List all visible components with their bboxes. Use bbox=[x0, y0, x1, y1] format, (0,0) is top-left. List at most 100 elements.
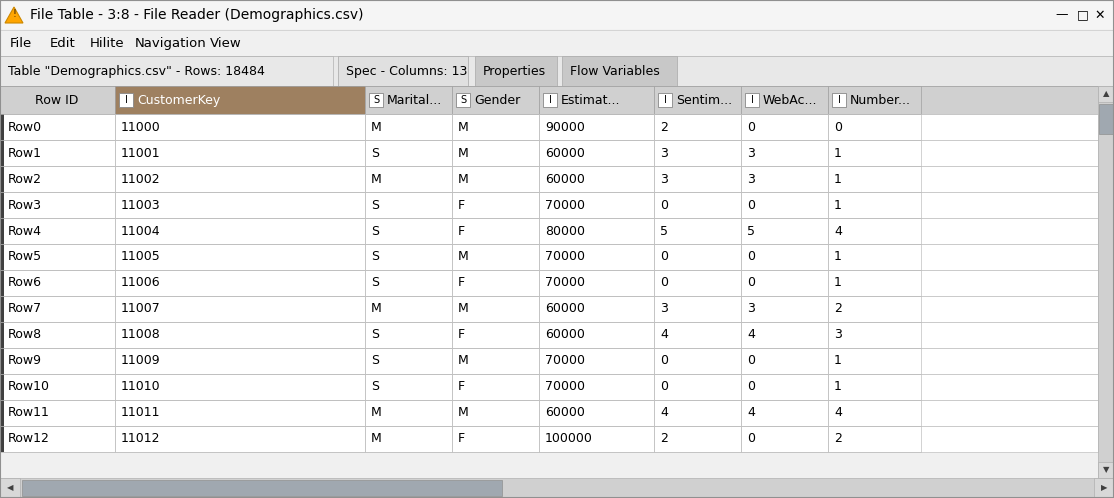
Bar bbox=[115, 140, 365, 166]
Text: 4: 4 bbox=[747, 406, 755, 419]
Text: 1: 1 bbox=[834, 146, 842, 159]
Text: 60000: 60000 bbox=[545, 302, 585, 316]
Text: —: — bbox=[1056, 8, 1068, 21]
Bar bbox=[115, 192, 365, 218]
Bar bbox=[741, 400, 828, 426]
Bar bbox=[1098, 86, 1114, 102]
Text: 0: 0 bbox=[747, 199, 755, 212]
Bar bbox=[452, 270, 539, 296]
Text: 3: 3 bbox=[659, 172, 668, 185]
Bar bbox=[115, 86, 365, 114]
Bar bbox=[539, 400, 654, 426]
Bar bbox=[539, 270, 654, 296]
Text: 3: 3 bbox=[747, 302, 755, 316]
Text: Row7: Row7 bbox=[8, 302, 42, 316]
Text: 11012: 11012 bbox=[121, 432, 160, 446]
Bar bbox=[0, 374, 4, 400]
Bar bbox=[0, 348, 4, 374]
Text: 3: 3 bbox=[747, 172, 755, 185]
Text: M: M bbox=[371, 406, 382, 419]
Text: 4: 4 bbox=[659, 329, 668, 342]
Bar bbox=[0, 270, 1098, 296]
Text: CustomerKey: CustomerKey bbox=[137, 94, 221, 107]
Bar bbox=[0, 140, 1098, 166]
Bar bbox=[115, 374, 365, 400]
Text: I: I bbox=[664, 95, 666, 105]
Bar bbox=[828, 426, 921, 452]
Text: 0: 0 bbox=[747, 276, 755, 289]
Text: M: M bbox=[371, 172, 382, 185]
Bar bbox=[741, 244, 828, 270]
Bar bbox=[0, 270, 115, 296]
Bar bbox=[828, 322, 921, 348]
Text: M: M bbox=[458, 121, 469, 133]
Text: 2: 2 bbox=[659, 121, 668, 133]
Text: S: S bbox=[460, 95, 466, 105]
Bar bbox=[452, 244, 539, 270]
Bar bbox=[828, 400, 921, 426]
Text: M: M bbox=[371, 121, 382, 133]
Bar bbox=[115, 166, 365, 192]
Bar bbox=[0, 0, 1114, 30]
Text: 11010: 11010 bbox=[121, 380, 160, 393]
Bar bbox=[0, 322, 4, 348]
Text: M: M bbox=[371, 302, 382, 316]
Bar bbox=[741, 140, 828, 166]
Bar bbox=[0, 218, 1098, 244]
Text: 0: 0 bbox=[659, 355, 668, 368]
Bar bbox=[654, 374, 741, 400]
Text: 90000: 90000 bbox=[545, 121, 585, 133]
Bar bbox=[475, 56, 557, 86]
Bar bbox=[741, 322, 828, 348]
Bar bbox=[0, 56, 1114, 86]
Bar bbox=[1098, 86, 1114, 478]
Text: Row12: Row12 bbox=[8, 432, 50, 446]
Bar bbox=[0, 348, 1098, 374]
Text: S: S bbox=[371, 276, 379, 289]
Bar bbox=[115, 270, 365, 296]
Bar bbox=[654, 270, 741, 296]
Text: ✕: ✕ bbox=[1095, 8, 1105, 21]
Bar bbox=[654, 140, 741, 166]
Text: 3: 3 bbox=[659, 302, 668, 316]
Bar bbox=[539, 348, 654, 374]
Bar bbox=[1098, 462, 1114, 478]
Bar bbox=[452, 348, 539, 374]
Text: 1: 1 bbox=[834, 355, 842, 368]
Text: M: M bbox=[458, 146, 469, 159]
Text: 0: 0 bbox=[747, 380, 755, 393]
Text: 0: 0 bbox=[747, 432, 755, 446]
Text: File: File bbox=[10, 36, 32, 49]
Bar bbox=[741, 348, 828, 374]
Bar bbox=[365, 140, 452, 166]
Text: View: View bbox=[211, 36, 242, 49]
Text: Estimat...: Estimat... bbox=[561, 94, 620, 107]
Bar bbox=[0, 426, 1098, 452]
Text: 4: 4 bbox=[834, 225, 842, 238]
Bar bbox=[828, 166, 921, 192]
Bar bbox=[828, 296, 921, 322]
Bar bbox=[828, 374, 921, 400]
Bar bbox=[452, 86, 539, 114]
Text: I: I bbox=[125, 95, 127, 105]
Bar bbox=[539, 374, 654, 400]
Bar bbox=[654, 296, 741, 322]
Bar bbox=[0, 192, 4, 218]
Bar bbox=[452, 296, 539, 322]
Text: S: S bbox=[371, 355, 379, 368]
Bar bbox=[741, 166, 828, 192]
Text: Number...: Number... bbox=[850, 94, 911, 107]
Text: 2: 2 bbox=[834, 302, 842, 316]
Text: 11008: 11008 bbox=[121, 329, 160, 342]
Text: S: S bbox=[371, 380, 379, 393]
Bar bbox=[741, 192, 828, 218]
Bar bbox=[741, 114, 828, 140]
Text: Navigation: Navigation bbox=[135, 36, 207, 49]
Bar bbox=[0, 86, 115, 114]
Bar bbox=[654, 114, 741, 140]
Text: M: M bbox=[371, 432, 382, 446]
Polygon shape bbox=[4, 7, 23, 23]
Bar bbox=[365, 270, 452, 296]
Bar bbox=[654, 218, 741, 244]
Bar bbox=[0, 192, 115, 218]
